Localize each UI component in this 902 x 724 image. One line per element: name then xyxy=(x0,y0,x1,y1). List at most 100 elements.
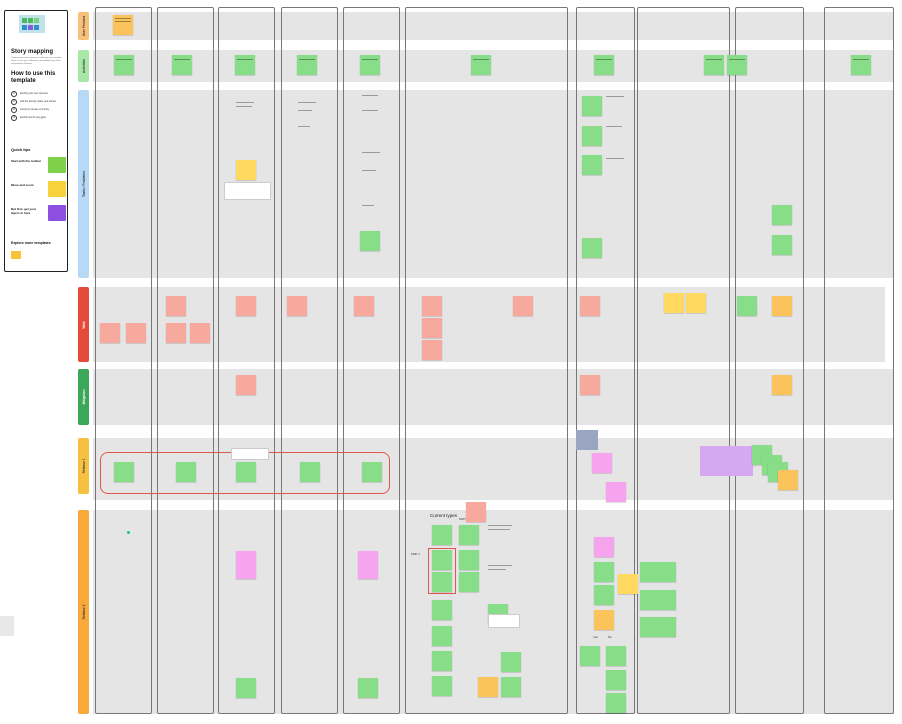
sticky-note[interactable] xyxy=(640,617,676,637)
sticky-note[interactable] xyxy=(618,574,638,594)
row-label-release-1: Release 1 xyxy=(78,438,89,494)
sticky-note[interactable] xyxy=(466,502,486,522)
sticky-note[interactable] xyxy=(422,318,442,338)
sticky-note[interactable] xyxy=(432,600,452,620)
quick-tips-heading: Quick tips xyxy=(11,147,31,152)
sticky-note[interactable] xyxy=(362,462,382,482)
sticky-note[interactable] xyxy=(236,678,256,698)
explore-templates-link[interactable]: Explore more templates xyxy=(11,241,51,245)
sticky-note[interactable] xyxy=(236,462,256,482)
comment-popup[interactable] xyxy=(231,448,269,460)
sticky-note[interactable] xyxy=(664,293,684,313)
sticky-note[interactable] xyxy=(166,323,186,343)
sticky-note[interactable] xyxy=(114,55,134,75)
sticky-note[interactable] xyxy=(772,296,792,316)
sticky-note[interactable] xyxy=(360,55,380,75)
sticky-note[interactable] xyxy=(478,677,498,697)
step-2: 2 Add the activity, tasks, and stories xyxy=(11,99,65,105)
sticky-note[interactable] xyxy=(300,462,320,482)
sticky-note[interactable] xyxy=(501,677,521,697)
sticky-note[interactable] xyxy=(606,670,626,690)
sticky-note[interactable] xyxy=(422,296,442,316)
sticky-note[interactable] xyxy=(594,585,614,605)
cursor-dot xyxy=(127,531,130,534)
sticky-note[interactable] xyxy=(580,296,600,316)
sticky-note[interactable] xyxy=(432,550,452,570)
sticky-note[interactable] xyxy=(459,525,479,545)
band-user-persona xyxy=(93,12,894,40)
column-7 xyxy=(576,7,635,714)
sticky-note[interactable] xyxy=(686,293,706,313)
sticky-note[interactable] xyxy=(297,55,317,75)
sticky-note[interactable] xyxy=(235,55,255,75)
sticky-note[interactable] xyxy=(594,537,614,557)
sticky-note[interactable] xyxy=(594,610,614,630)
sticky-note[interactable] xyxy=(360,231,380,251)
sticky-note[interactable] xyxy=(236,551,256,579)
sticky-note[interactable] xyxy=(432,572,452,592)
sticky-note[interactable] xyxy=(166,296,186,316)
sticky-note[interactable] xyxy=(737,296,757,316)
sticky-note[interactable] xyxy=(432,626,452,646)
sticky-note[interactable] xyxy=(704,55,724,75)
sticky-note[interactable] xyxy=(459,550,479,570)
current-types-heading: Current types xyxy=(430,513,458,518)
sticky-note[interactable] xyxy=(358,551,378,579)
sticky-note[interactable] xyxy=(772,235,792,255)
sticky-note[interactable] xyxy=(354,296,374,316)
sticky-note[interactable] xyxy=(582,238,602,258)
sticky-note[interactable] xyxy=(236,375,256,395)
column-8 xyxy=(637,7,730,714)
sticky-note[interactable] xyxy=(606,646,626,666)
sticky-note[interactable] xyxy=(594,562,614,582)
sticky-note[interactable] xyxy=(471,55,491,75)
sticky-note[interactable] xyxy=(114,462,134,482)
sticky-note[interactable] xyxy=(190,323,210,343)
sticky-note[interactable] xyxy=(594,55,614,75)
sticky-note[interactable] xyxy=(640,590,676,610)
sticky-note[interactable] xyxy=(432,525,452,545)
sticky-note[interactable] xyxy=(778,470,798,490)
column-3 xyxy=(218,7,275,714)
sticky-note[interactable] xyxy=(432,651,452,671)
sticky-note[interactable] xyxy=(236,160,256,180)
sticky-note[interactable] xyxy=(772,375,792,395)
sticky-note[interactable] xyxy=(501,652,521,672)
info-card xyxy=(576,430,598,450)
tip-layers-title: But first, get your layers in here xyxy=(11,207,37,215)
template-info-panel: Story mapping Capture your users journey… xyxy=(4,10,68,272)
template-intro: Capture your users journey so that you c… xyxy=(11,57,62,65)
sticky-note[interactable] xyxy=(113,15,133,35)
sticky-note[interactable] xyxy=(287,296,307,316)
sticky-note[interactable] xyxy=(172,55,192,75)
sticky-note[interactable] xyxy=(432,676,452,696)
sticky-note[interactable] xyxy=(606,693,626,713)
sticky-note[interactable] xyxy=(592,453,612,473)
band-activities xyxy=(93,50,894,82)
sticky-note[interactable] xyxy=(358,678,378,698)
sticky-note[interactable] xyxy=(236,296,256,316)
sticky-note[interactable] xyxy=(176,462,196,482)
sticky-note[interactable] xyxy=(459,572,479,592)
mvp-label: MVP xyxy=(459,517,466,521)
sticky-note[interactable] xyxy=(772,205,792,225)
row-label-mitigation: Mitigation xyxy=(78,369,89,425)
sticky-note[interactable] xyxy=(100,323,120,343)
sticky-note[interactable] xyxy=(126,323,146,343)
sticky-note[interactable] xyxy=(640,562,676,582)
yes-label: Yes xyxy=(593,635,598,639)
sticky-note[interactable] xyxy=(851,55,871,75)
tip-toolbar-title: Start with the toolbar xyxy=(11,159,41,163)
collapsed-panel-handle[interactable] xyxy=(0,616,14,636)
sticky-note[interactable] xyxy=(580,646,600,666)
sticky-note[interactable] xyxy=(606,482,626,502)
sticky-note[interactable] xyxy=(422,340,442,360)
step-3: 3 Group by release or priority xyxy=(11,107,65,113)
sticky-note[interactable] xyxy=(582,155,602,175)
sticky-note[interactable] xyxy=(582,126,602,146)
toolbar-tip-image xyxy=(48,157,66,173)
sticky-note[interactable] xyxy=(727,55,747,75)
sticky-note[interactable] xyxy=(580,375,600,395)
sticky-note[interactable] xyxy=(513,296,533,316)
sticky-note[interactable] xyxy=(582,96,602,116)
